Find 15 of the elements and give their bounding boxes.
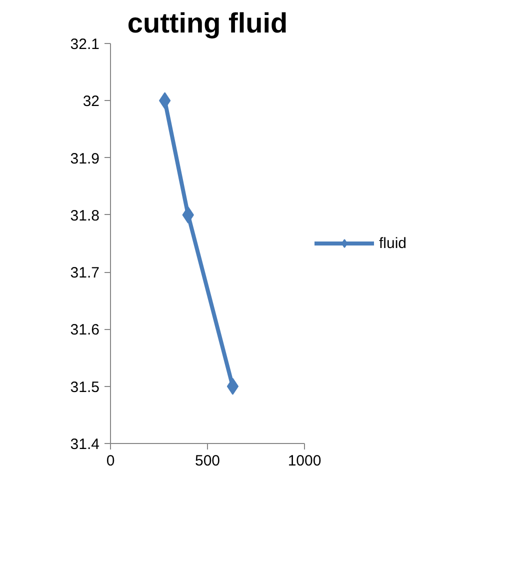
point	[226, 378, 239, 395]
point	[158, 92, 171, 110]
y-tick-label: 31.4	[70, 436, 100, 453]
y-tick-label: 31.5	[70, 378, 100, 396]
y-tick-label: 32	[82, 93, 100, 110]
legend-label: fluid	[379, 234, 407, 252]
x-tick-label: 1000	[288, 452, 322, 470]
chart-title: cutting fluid	[127, 8, 288, 38]
x-tick-label: 500	[194, 452, 220, 470]
y-tick-label: 31.6	[70, 322, 100, 339]
y-tick-label: 31.7	[70, 264, 100, 282]
y-tick-label: 32.1	[70, 36, 100, 53]
y-tick-label: 31.8	[70, 207, 100, 224]
y-tick-label: 31.9	[70, 150, 100, 168]
x-tick-label: 0	[106, 452, 115, 470]
